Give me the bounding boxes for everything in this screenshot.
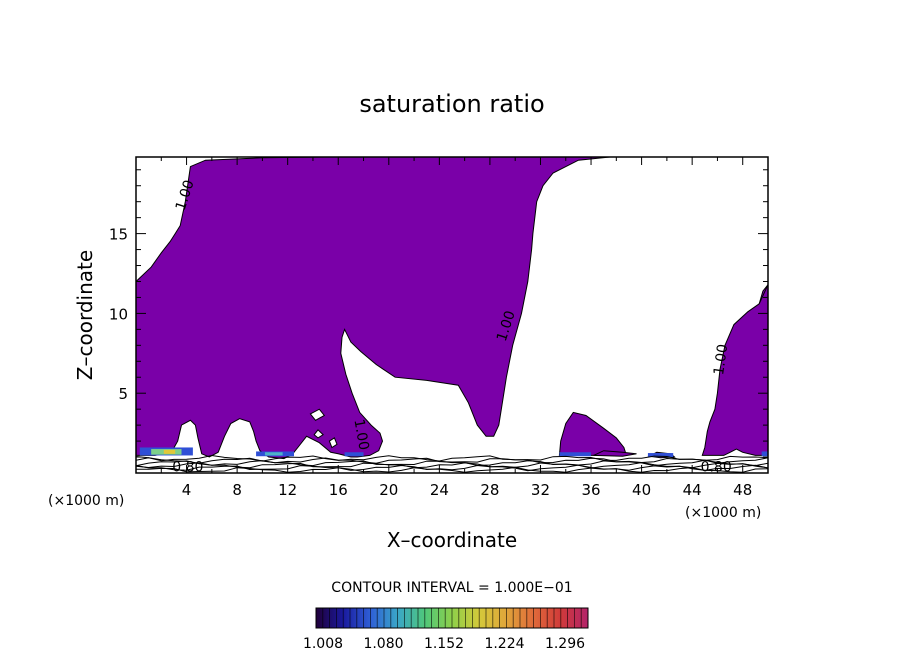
contour-label: 1.00 [350, 418, 371, 451]
x-axis-ticks: 4 8 12 16 20 24 28 32 36 40 44 48 [160, 157, 752, 499]
region-hole-a [309, 408, 326, 421]
surface-contour-line [135, 466, 769, 473]
supersat-streak-2 [344, 452, 364, 457]
colorbar-tick-label: 1.008 [303, 636, 343, 652]
contour-interval-note: CONTOUR INTERVAL = 1.000E−01 [331, 580, 572, 596]
filled-region-mid-right-blob [558, 411, 628, 456]
x-axis-label: X–coordinate [387, 528, 517, 552]
surface-contour-line [135, 454, 769, 462]
colorbar-tick-label: 1.080 [363, 636, 403, 652]
contour-label: 1.00 [711, 343, 731, 376]
chart-title: saturation ratio [359, 90, 544, 118]
colorbar: 1.008 1.080 1.152 1.224 1.296 [303, 607, 589, 652]
filled-contours [135, 156, 769, 460]
x-tick-label: 8 [232, 481, 242, 499]
x-tick-label: 12 [278, 481, 297, 499]
surface-contour-line [135, 459, 769, 467]
x-unit-left: (×1000 m) [48, 493, 124, 509]
supersat-core-yellow [163, 449, 176, 454]
surface-contour-line [135, 461, 769, 469]
x-tick-label: 20 [379, 481, 398, 499]
x-tick-label: 44 [683, 481, 702, 499]
x-tick-label: 28 [480, 481, 499, 499]
filled-region-left-plume [135, 156, 611, 460]
region-hole-b [313, 429, 324, 439]
supersat-core-cyan [264, 452, 283, 456]
supersat-streak-3 [559, 452, 592, 457]
plot-area: 1.001.001.001.000.80 0.80 4 8 12 16 20 24 28 32 3… [109, 156, 769, 499]
surface-contour-lines [135, 454, 769, 473]
x-tick-label: 24 [430, 481, 449, 499]
x-tick-label: 32 [531, 481, 550, 499]
supersat-streak-4 [647, 453, 674, 458]
x-tick-label: 36 [581, 481, 600, 499]
y-axis-label: Z–coordinate [73, 250, 97, 380]
filled-region-small-patch-a [593, 450, 637, 457]
colorbar-tick-label: 1.152 [424, 636, 464, 652]
x-tick-label: 40 [632, 481, 651, 499]
plot-frame [135, 156, 769, 474]
contour-label: 0.80 [172, 459, 203, 475]
region-hole-c [328, 437, 338, 449]
x-tick-label: 16 [329, 481, 348, 499]
x-unit-right: (×1000 m) [685, 505, 761, 521]
y-tick-label: 15 [109, 226, 128, 244]
y-axis-ticks: 5 10 15 [109, 169, 768, 458]
y-tick-label: 5 [118, 385, 128, 403]
x-tick-label: 48 [733, 481, 752, 499]
y-tick-label: 10 [109, 305, 128, 323]
x-tick-label: 4 [182, 481, 192, 499]
supersat-streak-5 [761, 451, 768, 457]
colorbar-tick-label: 1.224 [484, 636, 524, 652]
contour-label: 0.80 [701, 459, 732, 475]
filled-region-right-column [701, 284, 769, 456]
colorbar-tick-label: 1.296 [545, 636, 585, 652]
